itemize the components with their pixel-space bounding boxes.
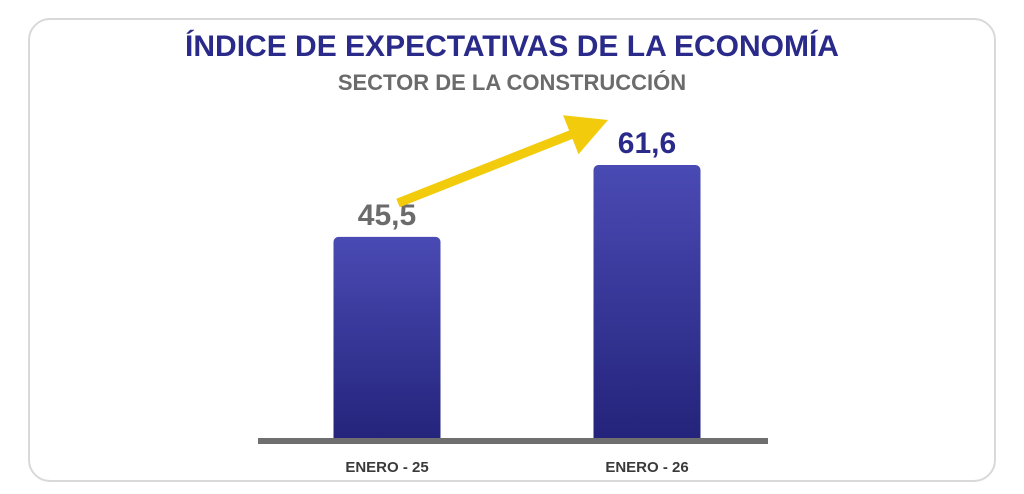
bar-1 (333, 236, 441, 444)
chart-subtitle: SECTOR DE LA CONSTRUCCIÓN (337, 70, 687, 95)
chart-card (28, 18, 996, 482)
category-label-1: ENERO - 25 (345, 459, 428, 476)
bar-2 (593, 165, 701, 444)
trend-arrow-icon (396, 115, 608, 208)
chart-title: ÍNDICE DE EXPECTATIVAS DE LA ECONOMÍA (185, 30, 839, 63)
value-label-2: 61,6 (618, 127, 676, 160)
category-label-2: ENERO - 26 (605, 459, 688, 476)
